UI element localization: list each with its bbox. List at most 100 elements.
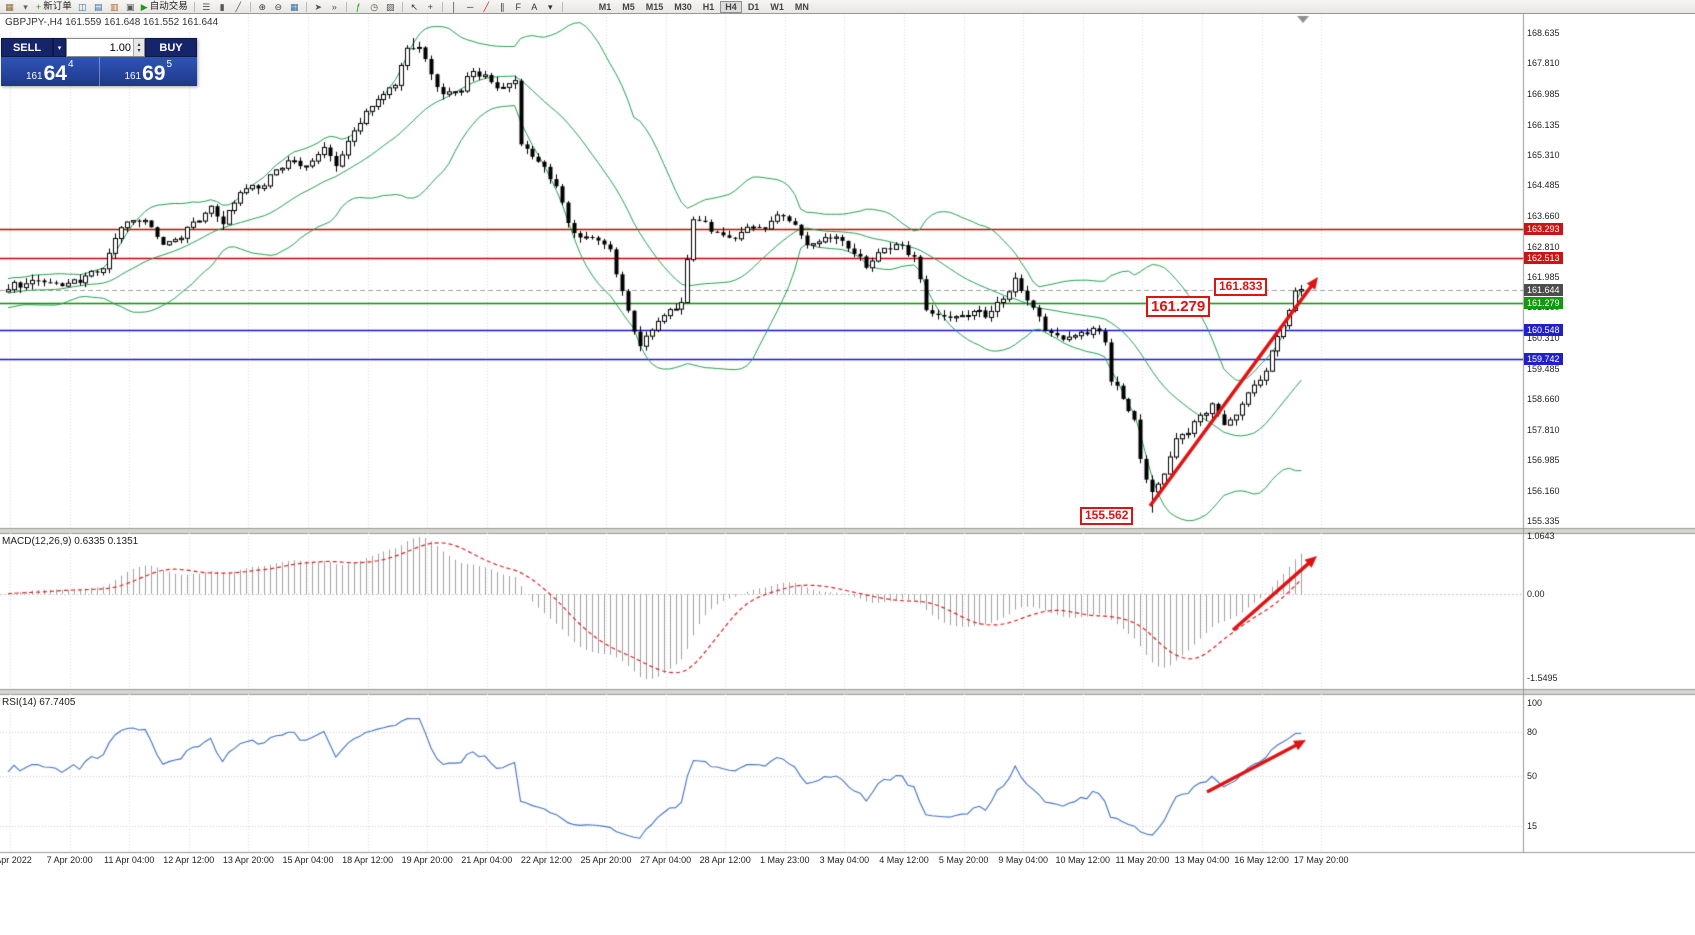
price-axis-label: 156.160 [1527, 485, 1560, 496]
sell-price-prefix: 161 [25, 71, 43, 82]
price-axis-label: 164.485 [1527, 180, 1560, 191]
spin-up-icon[interactable]: ▴ [137, 41, 141, 48]
chart-shift-icon: » [331, 1, 337, 12]
profiles-button[interactable]: ▾ [18, 1, 33, 13]
bar-chart-icon: ☰ [202, 1, 211, 12]
toolbar: ▦ ▾ + 新订单 ◫ ▤ ▥ ▣ ▶ 自动交易 ☰ ▮ ╱ ⊕ ⊖ ▦ ➤» ƒ ◷ ▨ ↖ + │ ─ ╱ ∥ F A ▾ M1 M5 M… [0, 0, 1695, 14]
navigator-icon: ▥ [110, 1, 119, 12]
market-watch-button[interactable]: ◫ [75, 1, 90, 13]
timeframe-h4-button[interactable]: H4 [720, 0, 742, 13]
periods-button[interactable]: ◷ [367, 1, 382, 13]
auto-scroll-button[interactable]: ➤ [311, 1, 326, 13]
candlestick-chart-button[interactable]: ▮ [215, 1, 230, 13]
zoom-in-button[interactable]: ⊕ [255, 1, 270, 13]
crosshair-icon: + [427, 1, 433, 12]
price-axis-label: 167.810 [1527, 58, 1560, 69]
panel-splitter[interactable] [0, 685, 1695, 694]
price-annotation-box[interactable]: 161.279 [1146, 296, 1211, 318]
templates-button[interactable]: ▨ [383, 1, 398, 13]
cursor-button[interactable]: ↖ [407, 1, 422, 13]
terminal-button[interactable]: ▣ [123, 1, 138, 13]
profiles-icon: ▾ [23, 1, 28, 12]
fibonacci-button[interactable]: F [511, 1, 526, 13]
buy-price-big: 69 [142, 62, 166, 85]
chart-shift-button[interactable]: » [327, 1, 342, 13]
sell-button[interactable]: SELL [1, 38, 53, 57]
volume-stepper[interactable]: ▴ ▾ [133, 39, 144, 56]
timeframe-m30-button[interactable]: M30 [674, 1, 692, 12]
timeframe-h1-button[interactable]: H1 [702, 1, 715, 12]
toolbar-separator [305, 1, 307, 12]
price-tag: 163.293 [1524, 223, 1563, 235]
timeframe-mn-button[interactable]: MN [794, 1, 809, 12]
price-axis-label: 165.310 [1527, 150, 1560, 160]
sell-price-big: 64 [43, 62, 67, 85]
price-axis-label: 155.335 [1527, 516, 1560, 526]
line-chart-button[interactable]: ╱ [231, 1, 246, 13]
indicators-button[interactable]: ƒ [351, 1, 366, 13]
data-window-button[interactable]: ▤ [91, 1, 106, 13]
timeframe-d1-button[interactable]: D1 [747, 1, 760, 12]
time-axis-label: 7 Apr 20:00 [46, 855, 93, 865]
toolbar-separator [441, 1, 443, 12]
navigator-button[interactable]: ▥ [107, 1, 122, 13]
tile-windows-button[interactable]: ▦ [287, 1, 302, 13]
new-order-button[interactable]: + 新订单 [34, 1, 74, 13]
time-axis-label: 10 May 12:00 [1055, 855, 1111, 865]
vertical-line-icon: │ [451, 1, 458, 12]
arrows-button[interactable]: ▾ [543, 1, 558, 13]
trendline-button[interactable]: ╱ [479, 1, 494, 13]
toolbar-separator [345, 1, 347, 12]
time-axis-label: 5 May 20:00 [938, 855, 989, 865]
new-chart-button[interactable]: ▦ [2, 1, 17, 13]
chart-ohlc-header: GBPJPY-,H4 161.559 161.648 161.552 161.6… [5, 17, 219, 28]
time-axis-label: 1 May 23:00 [760, 855, 810, 865]
auto-trading-button[interactable]: ▶ 自动交易 [139, 1, 190, 13]
timeframe-w1-button[interactable]: W1 [770, 1, 784, 12]
time-axis-label: 19 Apr 20:00 [401, 855, 453, 865]
vertical-line-button[interactable]: │ [447, 1, 462, 13]
toolbar-separator [561, 1, 563, 12]
crosshair-button[interactable]: + [423, 1, 438, 13]
zoom-out-icon: ⊖ [274, 1, 282, 12]
periods-icon: ◷ [370, 1, 379, 12]
volume-input[interactable] [67, 39, 133, 56]
time-axis-label: 16 May 12:00 [1234, 855, 1289, 865]
buy-price-prefix: 161 [124, 71, 142, 82]
indicators-icon: ƒ [355, 1, 361, 12]
price-annotation-box[interactable]: 161.833 [1214, 278, 1268, 296]
zoom-out-button[interactable]: ⊖ [271, 1, 286, 13]
macd-axis-label: 1.0643 [1527, 531, 1555, 541]
trade-panel-prices: 161 64 4 161 69 5 [1, 57, 197, 86]
trendline-icon: ╱ [483, 1, 489, 12]
bar-chart-button[interactable]: ☰ [199, 1, 214, 13]
price-axis-label: 160.310 [1527, 333, 1560, 344]
buy-price-sup: 5 [166, 59, 173, 70]
timeframe-m15-button[interactable]: M15 [645, 1, 664, 12]
order-options-dropdown[interactable]: ▾ [53, 38, 66, 57]
horizontal-line-button[interactable]: ─ [463, 1, 478, 13]
price-annotation-box[interactable]: 155.562 [1080, 507, 1134, 525]
timeframe-m5-button[interactable]: M5 [622, 1, 635, 12]
text-button[interactable]: A [527, 1, 542, 13]
time-axis-label: 4 May 12:00 [879, 855, 929, 865]
market-watch-icon: ◫ [78, 1, 87, 12]
time-axis-label: 11 Apr 04:00 [104, 855, 155, 865]
buy-price[interactable]: 161 69 5 [100, 57, 198, 86]
timeframe-m1-button[interactable]: M1 [598, 1, 612, 12]
spin-down-icon[interactable]: ▾ [137, 47, 141, 54]
sell-price[interactable]: 161 64 4 [1, 57, 99, 86]
price-axis-label: 159.485 [1527, 363, 1560, 374]
time-axis-label: 17 May 20:00 [1293, 855, 1349, 865]
price-tag: 160.548 [1524, 323, 1563, 336]
equidistant-channel-button[interactable]: ∥ [495, 1, 510, 13]
buy-button[interactable]: BUY [145, 38, 197, 57]
panel-splitter[interactable] [0, 524, 1695, 533]
price-tag: 162.513 [1524, 251, 1563, 264]
new-order-icon: + [36, 1, 42, 12]
chevron-down-icon: ▾ [57, 44, 62, 52]
macd-axis-label: 0.00 [1527, 589, 1545, 600]
time-axis-label: 7 Apr 2022 [0, 855, 32, 865]
